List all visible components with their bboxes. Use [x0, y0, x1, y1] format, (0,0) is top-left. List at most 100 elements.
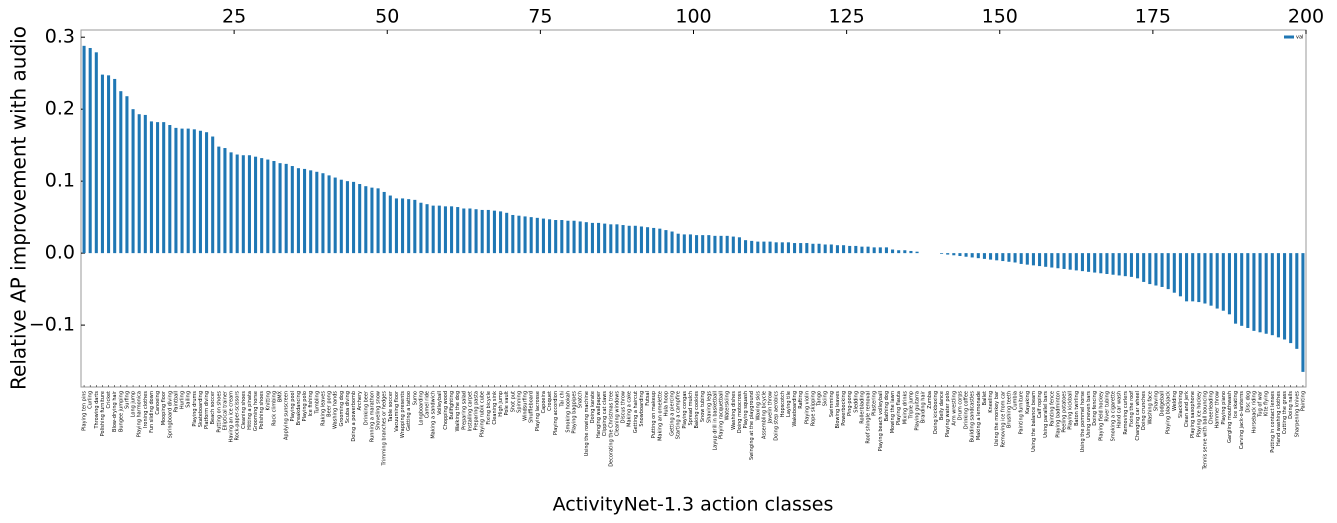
- bar: [780, 242, 784, 254]
- x-tick-label: Drinking coffee: [964, 391, 970, 429]
- x-tick-label: Playing saxophone: [1190, 391, 1196, 438]
- bar: [407, 199, 411, 254]
- x-tick-label: Windsurfing: [523, 391, 529, 421]
- bar: [100, 74, 104, 254]
- bar: [499, 211, 503, 254]
- bar: [107, 75, 111, 254]
- bar: [272, 160, 276, 254]
- x-tick-label: Getting a tattoo: [406, 391, 412, 431]
- bar: [462, 208, 466, 254]
- top-tick-label: 25: [222, 6, 246, 28]
- bar: [866, 246, 870, 254]
- bar: [303, 168, 307, 254]
- x-tick-label: Brushing teeth: [1006, 391, 1012, 428]
- bar: [505, 212, 509, 254]
- bar: [1240, 253, 1244, 326]
- bar: [982, 253, 986, 259]
- bar: [1001, 253, 1005, 262]
- bar: [572, 220, 576, 254]
- x-tick-label: Baking cookies: [694, 391, 700, 429]
- bar: [829, 244, 833, 254]
- x-tick-label: Sailing: [186, 391, 192, 408]
- bar: [1203, 253, 1207, 304]
- bar: [915, 251, 919, 254]
- x-tick-label: Skateboarding: [198, 391, 204, 427]
- x-tick-label: Spinning: [516, 391, 522, 413]
- bar: [940, 253, 944, 254]
- x-tick-label: Peeling potatoes: [1062, 391, 1068, 433]
- x-tick-label: Disc dog: [1245, 391, 1251, 413]
- bar: [443, 206, 447, 254]
- bar: [168, 125, 172, 254]
- bar: [1031, 253, 1035, 266]
- bar: [511, 214, 515, 254]
- bar: [1074, 253, 1078, 271]
- bar: [229, 152, 233, 254]
- x-tick-label: Using uneven bars: [1086, 391, 1092, 438]
- bar: [1270, 253, 1274, 336]
- plot-frame: [80, 29, 1307, 388]
- bar: [1056, 253, 1060, 269]
- bar: [627, 225, 631, 254]
- bar: [584, 222, 588, 254]
- x-tick-label: Playing lacrosse: [535, 391, 541, 431]
- x-tick-label: Painting furniture: [1019, 391, 1025, 434]
- x-tick-label: Rafting: [798, 391, 804, 409]
- x-tick-label: Archery: [357, 391, 363, 410]
- x-tick-label: Rock climbing: [271, 391, 277, 426]
- bar: [1227, 253, 1231, 315]
- x-tick-label: Hand car wash: [1117, 391, 1123, 428]
- bar: [664, 230, 668, 254]
- bar: [891, 249, 895, 254]
- bar: [327, 175, 331, 254]
- x-tick-label: Getting a piercing: [670, 391, 676, 436]
- x-tick-label: Applying sunscreen: [284, 391, 290, 440]
- x-tick-label: Vacuuming floor: [394, 390, 400, 432]
- x-tick-label: Playing ice hockey: [1196, 391, 1202, 437]
- x-tick-label: Calf roping: [1037, 391, 1043, 418]
- bar: [603, 223, 607, 254]
- x-tick-label: Tennis serve with ball bouncing: [1202, 391, 1208, 470]
- bar: [468, 208, 472, 254]
- bar: [701, 235, 705, 254]
- bar: [1289, 253, 1293, 344]
- bar: [976, 253, 980, 259]
- bar: [535, 217, 539, 254]
- x-tick-label: Washing dishes: [731, 391, 737, 430]
- bar: [1007, 253, 1011, 262]
- x-tick-label: Snow tubing: [700, 391, 706, 422]
- x-tick-label: Polishing furniture: [100, 391, 106, 436]
- x-tick-label: Long jump: [131, 391, 137, 417]
- x-tick-label: Table soccer: [388, 390, 394, 423]
- x-tick-label: Washing face: [1147, 391, 1153, 424]
- bar: [1252, 253, 1256, 331]
- x-tick-label: Having an ice cream: [229, 391, 235, 443]
- x-tick-label: Dodgeball: [1160, 391, 1166, 416]
- x-tick-label: Fixing bicycle: [486, 391, 492, 425]
- bar: [848, 245, 852, 254]
- x-tick-label: Throwing darts: [94, 391, 100, 430]
- bar: [1105, 253, 1109, 274]
- x-tick-label: Playing ten pins: [82, 391, 88, 431]
- x-tick-label: Blow-drying hair: [112, 390, 118, 432]
- x-tick-label: Starting a campfire: [676, 391, 682, 439]
- legend-label: val: [1296, 35, 1303, 41]
- x-tick-label: Arm wrestling: [951, 391, 957, 426]
- x-tick-label: Putting in contact lenses: [1270, 391, 1276, 453]
- bar: [597, 222, 601, 254]
- x-tick-label: Chopping wood: [443, 391, 449, 430]
- x-tick-label: Doing step aerobics: [774, 391, 780, 441]
- x-tick-label: Capoeira: [541, 391, 547, 413]
- x-tick-label: Belly dance: [939, 391, 945, 420]
- bar: [1276, 253, 1280, 338]
- bar: [786, 242, 790, 254]
- bar: [450, 206, 454, 254]
- x-tick-label: Doing a powerbomb: [351, 391, 357, 442]
- x-tick-label: Playing polo: [302, 391, 308, 421]
- x-tick-label: Trimming branches or hedges: [382, 391, 388, 467]
- x-tick-label: Paintball: [173, 391, 179, 412]
- bar: [835, 245, 839, 254]
- x-tick-label: Playing badminton: [1055, 391, 1061, 438]
